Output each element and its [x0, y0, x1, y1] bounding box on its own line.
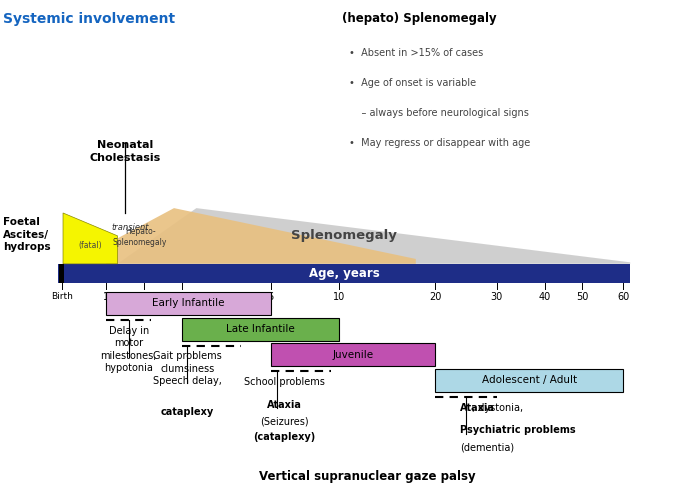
Text: Juvenile: Juvenile	[332, 350, 373, 360]
Text: , dystonia,: , dystonia,	[472, 403, 523, 413]
Text: Ataxia: Ataxia	[460, 403, 495, 413]
Text: Systemic involvement: Systemic involvement	[3, 12, 175, 26]
Text: Psychiatric problems: Psychiatric problems	[460, 425, 575, 435]
FancyBboxPatch shape	[59, 264, 64, 283]
Polygon shape	[63, 213, 118, 264]
FancyBboxPatch shape	[435, 369, 623, 392]
Text: Gait problems
clumsiness
Speech delay,: Gait problems clumsiness Speech delay,	[153, 351, 222, 386]
Text: – always before neurological signs: – always before neurological signs	[349, 108, 530, 119]
Text: 30: 30	[490, 292, 503, 302]
Text: (fatal): (fatal)	[79, 242, 102, 251]
Text: 3: 3	[179, 292, 184, 302]
Text: Neonatal
Cholestasis: Neonatal Cholestasis	[89, 140, 161, 163]
Text: •  Absent in >15% of cases: • Absent in >15% of cases	[349, 48, 484, 59]
FancyBboxPatch shape	[58, 264, 630, 283]
Text: Age, years: Age, years	[309, 267, 379, 280]
Text: cataplexy: cataplexy	[161, 407, 214, 417]
Text: Adolescent / Adult: Adolescent / Adult	[482, 376, 577, 385]
Text: Foetal
Ascites/
hydrops: Foetal Ascites/ hydrops	[3, 217, 51, 252]
Text: •  Age of onset is variable: • Age of onset is variable	[349, 78, 477, 89]
Text: 20: 20	[429, 292, 441, 302]
Text: Late Infantile: Late Infantile	[226, 324, 295, 334]
Text: 50: 50	[576, 292, 588, 302]
Text: Delay in
motor
milestones,
hypotonia: Delay in motor milestones, hypotonia	[101, 326, 157, 373]
FancyBboxPatch shape	[106, 292, 271, 315]
Text: (dementia): (dementia)	[460, 442, 514, 453]
Text: (Seizures): (Seizures)	[260, 417, 308, 427]
Polygon shape	[118, 208, 630, 264]
Text: Splenomegaly: Splenomegaly	[291, 229, 397, 242]
Polygon shape	[106, 208, 416, 264]
Text: (hepato) Splenomegaly: (hepato) Splenomegaly	[342, 12, 497, 25]
Text: School problems: School problems	[244, 377, 325, 387]
Text: Hepato-
Splenomegaly: Hepato- Splenomegaly	[113, 227, 167, 247]
FancyBboxPatch shape	[271, 343, 435, 366]
Text: Vertical supranuclear gaze palsy: Vertical supranuclear gaze palsy	[259, 470, 476, 483]
Text: 1: 1	[103, 292, 109, 302]
Text: 10: 10	[333, 292, 345, 302]
Text: Ataxia: Ataxia	[267, 400, 301, 410]
Text: 2: 2	[140, 292, 147, 302]
Text: transient: transient	[112, 223, 149, 232]
Text: 40: 40	[538, 292, 551, 302]
Text: Early Infantile: Early Infantile	[152, 299, 225, 308]
Text: 6: 6	[268, 292, 273, 302]
Text: Birth: Birth	[51, 292, 73, 301]
FancyBboxPatch shape	[182, 318, 339, 341]
Text: •  May regress or disappear with age: • May regress or disappear with age	[349, 138, 531, 149]
Text: (cataplexy): (cataplexy)	[253, 432, 315, 442]
Text: 60: 60	[617, 292, 630, 302]
